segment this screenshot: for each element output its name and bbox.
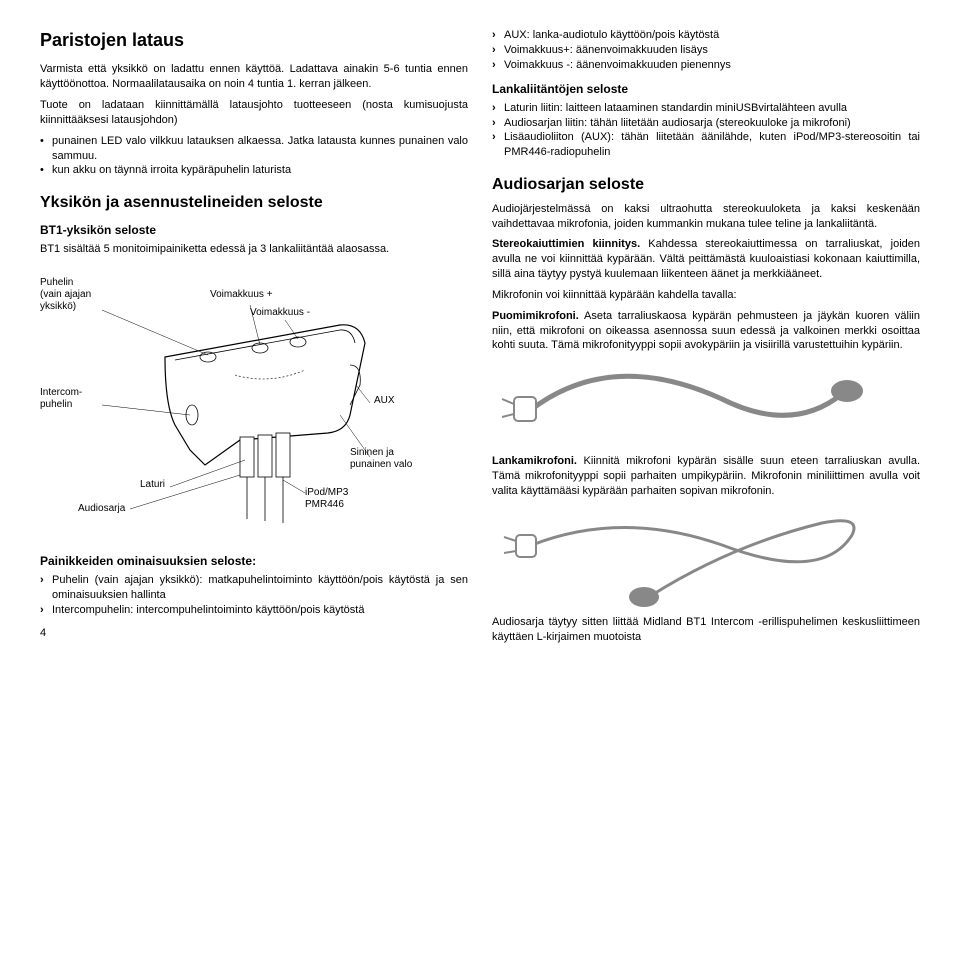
label-audiokit: Audiosarja [78, 503, 125, 515]
heading-button-features: Painikkeiden ominaisuuksien seloste: [40, 553, 468, 569]
label-aux: AUX [374, 395, 395, 407]
para-boom: Puomimikrofoni. Aseta tarraliuskaosa kyp… [492, 309, 920, 354]
feat-volminus: Voimakkuus -: äänenvoimakkuuden pienenny… [492, 58, 920, 73]
conn-charger: Laturin liitin: laitteen lataaminen stan… [492, 101, 920, 116]
feat-phone: Puhelin (vain ajajan yksikkö): matkapuhe… [40, 573, 468, 603]
label-led: Sininen ja punainen valo [350, 447, 412, 471]
note-led: punainen LED valo vilkkuu latauksen alka… [40, 134, 468, 164]
heading-audiokit: Audiosarjan seloste [492, 174, 920, 196]
heading-unit-desc: Yksikön ja asennustelineiden seloste [40, 192, 468, 214]
para-connect: Audiosarja täytyy sitten liittää Midland… [492, 615, 920, 645]
label-phone: Puhelin (vain ajajan yksikkö) [40, 277, 91, 313]
aux-vol-list: AUX: lanka-audiotulo käyttöön/pois käytö… [492, 28, 920, 73]
conn-audio: Audiosarjan liitin: tähän liitetään audi… [492, 116, 920, 131]
heading-bt1: BT1-yksikön seloste [40, 222, 468, 238]
page-number: 4 [40, 626, 468, 641]
feat-volplus: Voimakkuus+: äänenvoimakkuuden lisäys [492, 43, 920, 58]
feat-aux: AUX: lanka-audiotulo käyttöön/pois käytö… [492, 28, 920, 43]
label-vol-minus: Voimakkuus - [250, 307, 310, 319]
heading-charging: Paristojen lataus [40, 28, 468, 52]
label-charger: Laturi [140, 479, 165, 491]
para-mic-ways: Mikrofonin voi kiinnittää kypärään kahde… [492, 288, 920, 303]
device-diagram: Puhelin (vain ajajan yksikkö) Voimakkuus… [40, 265, 468, 545]
para-audiokit-1: Audiojärjestelmässä on kaksi ultraohutta… [492, 202, 920, 232]
boom-mic-svg [492, 359, 912, 454]
lead-boom: Puomimikrofoni. [492, 310, 579, 322]
para-speakers: Stereokaiuttimien kiinnitys. Kahdessa st… [492, 237, 920, 282]
heading-wired-conn: Lankaliitäntöjen seloste [492, 81, 920, 97]
wired-mic-svg [492, 505, 912, 615]
left-column: Paristojen lataus Varmista että yksikkö … [40, 28, 468, 940]
para-wired: Lankamikrofoni. Kiinnitä mikrofoni kypär… [492, 454, 920, 499]
wired-conn-list: Laturin liitin: laitteen lataaminen stan… [492, 101, 920, 160]
label-vol-plus: Voimakkuus + [210, 289, 273, 301]
para-charging-1: Varmista että yksikkö on ladattu ennen k… [40, 62, 468, 92]
para-bt1: BT1 sisältää 5 monitoimipainiketta edess… [40, 242, 468, 257]
label-intercom: Intercom- puhelin [40, 387, 82, 411]
conn-aux: Lisäaudioliiton (AUX): tähän liitetään ä… [492, 130, 920, 160]
right-column: AUX: lanka-audiotulo käyttöön/pois käytö… [492, 28, 920, 940]
feat-intercom: Intercompuhelin: intercompuhelintoiminto… [40, 603, 468, 618]
lead-wired: Lankamikrofoni. [492, 455, 577, 467]
note-full: kun akku on täynnä irroita kypäräpuhelin… [40, 163, 468, 178]
button-feature-list: Puhelin (vain ajajan yksikkö): matkapuhe… [40, 573, 468, 618]
charging-notes: punainen LED valo vilkkuu latauksen alka… [40, 134, 468, 179]
lead-speakers: Stereokaiuttimien kiinnitys. [492, 238, 640, 250]
label-ipod: iPod/MP3 PMR446 [305, 487, 348, 511]
para-charging-2: Tuote on ladataan kiinnittämällä latausj… [40, 98, 468, 128]
